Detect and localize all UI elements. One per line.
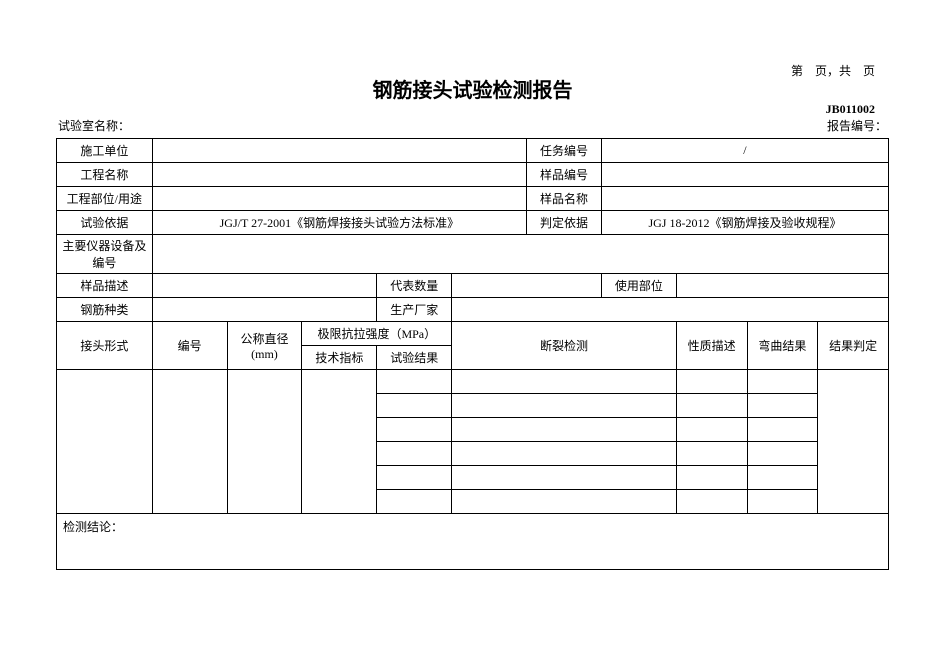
cell-test-result-4 <box>377 442 452 466</box>
row-header-1: 接头形式 编号 公称直径(mm) 极限抗拉强度（MPa） 断裂检测 性质描述 弯… <box>57 322 889 346</box>
label-use-part: 使用部位 <box>601 274 676 298</box>
report-title: 钢筋接头试验检测报告 <box>56 74 889 103</box>
val-project-part <box>152 187 526 211</box>
label-sample-desc: 样品描述 <box>57 274 153 298</box>
cell-fracture-4 <box>452 442 677 466</box>
cell-property-2 <box>676 394 747 418</box>
cell-bend-3 <box>747 418 818 442</box>
cell-conclusion: 检测结论： <box>57 514 889 570</box>
val-main-equip <box>152 235 888 274</box>
cell-fracture-6 <box>452 490 677 514</box>
label-sample-name: 样品名称 <box>527 187 602 211</box>
label-test-result: 试验结果 <box>377 346 452 370</box>
label-sample-no: 样品编号 <box>527 163 602 187</box>
label-joint-form: 接头形式 <box>57 322 153 370</box>
cell-bend-6 <box>747 490 818 514</box>
label-property: 性质描述 <box>676 322 747 370</box>
val-sample-desc <box>152 274 377 298</box>
val-use-part <box>676 274 888 298</box>
cell-test-result-2 <box>377 394 452 418</box>
lab-name-label: 试验室名称： <box>58 117 130 134</box>
label-project-name: 工程名称 <box>57 163 153 187</box>
cell-property-5 <box>676 466 747 490</box>
report-no-label: 报告编号： <box>827 117 887 134</box>
cell-test-result-6 <box>377 490 452 514</box>
cell-fracture-1 <box>452 370 677 394</box>
data-row-1 <box>57 370 889 394</box>
row-sample-desc: 样品描述 代表数量 使用部位 <box>57 274 889 298</box>
label-main-equip: 主要仪器设备及编号 <box>57 235 153 274</box>
val-rebar-type <box>152 298 377 322</box>
label-number: 编号 <box>152 322 227 370</box>
val-sample-no <box>601 163 888 187</box>
label-rep-qty: 代表数量 <box>377 274 452 298</box>
cell-property-4 <box>676 442 747 466</box>
val-project-name <box>152 163 526 187</box>
cell-number <box>152 370 227 514</box>
cell-property-3 <box>676 418 747 442</box>
val-rep-qty <box>452 274 602 298</box>
cell-property-1 <box>676 370 747 394</box>
cell-property-6 <box>676 490 747 514</box>
cell-fracture-3 <box>452 418 677 442</box>
label-rebar-type: 钢筋种类 <box>57 298 153 322</box>
val-construction-unit <box>152 139 526 163</box>
label-project-part: 工程部位/用途 <box>57 187 153 211</box>
cell-joint-form <box>57 370 153 514</box>
label-bend-result: 弯曲结果 <box>747 322 818 370</box>
label-tech-index: 技术指标 <box>302 346 377 370</box>
row-construction-unit: 施工单位 任务编号 / <box>57 139 889 163</box>
val-sample-name <box>601 187 888 211</box>
val-test-basis: JGJ/T 27-2001《钢筋焊接接头试验方法标准》 <box>152 211 526 235</box>
row-test-basis: 试验依据 JGJ/T 27-2001《钢筋焊接接头试验方法标准》 判定依据 JG… <box>57 211 889 235</box>
cell-fracture-5 <box>452 466 677 490</box>
cell-bend-4 <box>747 442 818 466</box>
label-judge-basis: 判定依据 <box>527 211 602 235</box>
row-project-name: 工程名称 样品编号 <box>57 163 889 187</box>
row-rebar-type: 钢筋种类 生产厂家 <box>57 298 889 322</box>
label-construction-unit: 施工单位 <box>57 139 153 163</box>
cell-fracture-2 <box>452 394 677 418</box>
document-number: JB011002 <box>826 102 875 117</box>
label-conclusion-col: 结果判定 <box>818 322 889 370</box>
report-table: 施工单位 任务编号 / 工程名称 样品编号 工程部位/用途 样品名称 试验依据 … <box>56 138 889 570</box>
cell-nominal-dia <box>227 370 302 514</box>
val-task-no: / <box>601 139 888 163</box>
cell-bend-1 <box>747 370 818 394</box>
val-judge-basis: JGJ 18-2012《钢筋焊接及验收规程》 <box>601 211 888 235</box>
page-counter: 第 页，共 页 <box>791 62 875 79</box>
report-page: 第 页，共 页 钢筋接头试验检测报告 JB011002 试验室名称： 报告编号：… <box>0 0 945 570</box>
row-project-part: 工程部位/用途 样品名称 <box>57 187 889 211</box>
lab-row: 试验室名称： 报告编号： <box>56 117 889 138</box>
label-task-no: 任务编号 <box>527 139 602 163</box>
cell-test-result-5 <box>377 466 452 490</box>
row-main-equip: 主要仪器设备及编号 <box>57 235 889 274</box>
cell-tech-index <box>302 370 377 514</box>
cell-test-result-3 <box>377 418 452 442</box>
label-ult-tensile: 极限抗拉强度（MPa） <box>302 322 452 346</box>
label-nominal-dia: 公称直径(mm) <box>227 322 302 370</box>
val-manufacturer <box>452 298 889 322</box>
cell-test-result-1 <box>377 370 452 394</box>
label-fracture: 断裂检测 <box>452 322 677 370</box>
row-conclusion: 检测结论： <box>57 514 889 570</box>
cell-bend-2 <box>747 394 818 418</box>
label-test-basis: 试验依据 <box>57 211 153 235</box>
cell-conclusion-col <box>818 370 889 514</box>
label-manufacturer: 生产厂家 <box>377 298 452 322</box>
cell-bend-5 <box>747 466 818 490</box>
